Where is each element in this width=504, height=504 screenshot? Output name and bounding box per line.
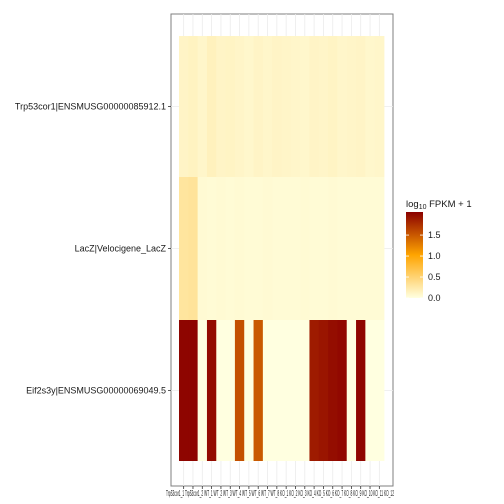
y-tick-labels: Trp53cor1|ENSMUSG00000085912.1 LacZ|Veloc… [15,102,171,396]
x-tick-labels: Trp53cor1_1 Trp53cor1_2 WT_1 WT_2 WT_3 W… [166,486,394,498]
heatmap-cell [206,320,217,461]
heatmap-cell [374,177,385,320]
heatmap-cell [188,320,199,461]
heatmap-cell [374,36,385,177]
legend-tick-label: 0.5 [428,272,441,282]
heatmap-cell [216,320,226,461]
heatmap-cell [365,320,376,461]
heatmap-cell [262,36,273,177]
heatmap-cell [374,320,385,461]
heatmap-cell [244,36,254,177]
heatmap-cell [253,177,264,320]
heatmap-cell [300,320,310,461]
heatmap-cell [328,320,338,461]
heatmap-cell [272,36,282,177]
heatmap-cell [309,177,320,320]
y-tick-label: LacZ|Velocigene_LacZ [75,244,167,254]
heatmap-cell [206,36,217,177]
heatmap-cell [309,320,320,461]
y-tick-label: Trp53cor1|ENSMUSG00000085912.1 [15,102,166,112]
heatmap-cell [281,320,292,461]
heatmap-cell [225,320,236,461]
heatmap-cell [197,36,208,177]
heatmap-cell [225,36,236,177]
heatmap-cell [337,36,348,177]
heatmap-cell [300,36,310,177]
heatmap-cell [234,177,245,320]
heatmap-cell [262,177,273,320]
heatmap-cell [337,177,348,320]
heatmap-cell [318,36,329,177]
heatmap-cell [290,320,301,461]
heatmap-cell [197,320,208,461]
heatmap-cell [290,177,301,320]
heatmap-cell [356,177,366,320]
heatmap-cell [244,320,254,461]
y-tick-label: Eif2s3y|ENSMUSG00000069049.5 [26,386,166,396]
heatmap-cells [179,36,385,461]
legend-tick-label: 1.0 [428,251,441,261]
heatmap-cell [356,320,366,461]
heatmap-cell [216,177,226,320]
heatmap-cell [234,36,245,177]
heatmap-cell [318,177,329,320]
heatmap-cell [262,320,273,461]
heatmap-cell [337,320,348,461]
legend-tick-label: 1.5 [428,230,441,240]
heatmap-cell [356,36,366,177]
heatmap-cell [281,177,292,320]
heatmap-cell [206,177,217,320]
legend-colorbar [406,212,423,298]
heatmap-cell [346,177,357,320]
heatmap-cell [253,36,264,177]
legend-title: log10 FPKM + 1 [406,199,472,211]
legend-tick-label: 0.0 [428,293,441,303]
heatmap-cell [197,177,208,320]
heatmap-cell [281,36,292,177]
heatmap-cell [328,36,338,177]
heatmap-cell [365,36,376,177]
heatmap-cell [188,36,199,177]
heatmap-cell [300,177,310,320]
heatmap-cell [346,320,357,461]
heatmap-cell [365,177,376,320]
heatmap-cell [225,177,236,320]
heatmap-cell [272,320,282,461]
heatmap-cell [179,36,189,177]
heatmap-cell [318,320,329,461]
heatmap-cell [216,36,226,177]
heatmap-cell [309,36,320,177]
legend: log10 FPKM + 1 0.0 0.5 1.0 1.5 [406,199,472,303]
heatmap-cell [328,177,338,320]
heatmap-cell [234,320,245,461]
heatmap-cell [346,36,357,177]
x-tick-label: Trp53cor1_1 Trp53cor1_2 WT_1 WT_2 WT_3 W… [166,489,394,498]
heatmap-cell [272,177,282,320]
heatmap-cell [290,36,301,177]
heatmap-cell [179,177,189,320]
heatmap-cell [179,320,189,461]
heatmap-cell [253,320,264,461]
heatmap-cell [244,177,254,320]
heatmap-cell [188,177,199,320]
